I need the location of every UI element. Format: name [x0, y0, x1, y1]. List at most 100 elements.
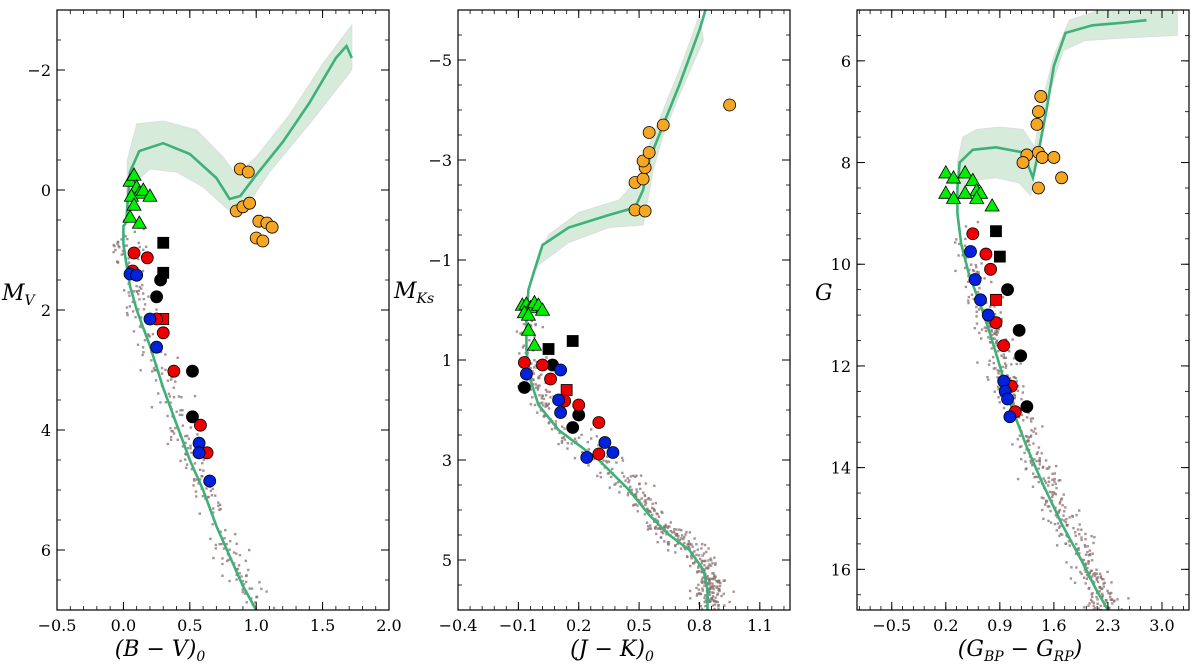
- field-star-dot: [643, 513, 646, 516]
- field-star-dot: [1011, 443, 1014, 446]
- field-star-dot: [610, 475, 613, 479]
- field-star-dot: [1103, 581, 1106, 585]
- blue-circles-marker: [520, 367, 533, 381]
- field-star-dot: [133, 230, 137, 233]
- field-star-dot: [688, 542, 691, 545]
- triangles-marker: [945, 169, 962, 184]
- field-star-dot: [134, 315, 137, 319]
- field-star-dot: [147, 334, 150, 337]
- x-tick-label: 2.0: [376, 616, 401, 635]
- field-star-dot: [703, 543, 707, 547]
- field-star-dot: [701, 587, 704, 590]
- field-star-dot: [1029, 417, 1033, 420]
- field-star-dot: [519, 332, 522, 335]
- red-squares-marker: [990, 293, 1002, 306]
- field-star-dot: [703, 584, 706, 587]
- field-star-dot: [668, 525, 671, 528]
- field-star-dot: [717, 603, 720, 607]
- field-star-dot: [544, 394, 548, 397]
- field-star-dot: [1092, 581, 1096, 584]
- field-star-dot: [678, 538, 682, 542]
- field-star-dot: [996, 331, 999, 334]
- field-star-dot: [211, 523, 214, 526]
- field-star-dot: [170, 430, 173, 433]
- field-star-dot: [700, 578, 704, 581]
- field-star-dot: [112, 250, 115, 254]
- blue-circles-marker: [143, 312, 157, 326]
- field-star-dot: [1001, 296, 1005, 299]
- field-star-dot: [704, 604, 707, 608]
- field-star-dot: [198, 478, 202, 481]
- blue-circles-marker: [1001, 392, 1014, 406]
- field-star-dot: [221, 574, 224, 577]
- field-star-dot: [1065, 524, 1069, 527]
- field-star-dot: [711, 599, 714, 602]
- field-star-dot: [976, 361, 979, 364]
- field-star-dot: [1116, 598, 1119, 601]
- field-star-dot: [1064, 542, 1067, 545]
- field-star-dot: [1018, 434, 1022, 437]
- field-star-dot: [184, 441, 187, 445]
- field-star-dot: [995, 344, 998, 347]
- field-star-dot: [550, 428, 554, 431]
- orange-circles-marker: [723, 98, 737, 112]
- field-star-dot: [673, 528, 676, 531]
- field-star-dot: [995, 341, 998, 345]
- field-star-dot: [996, 376, 999, 379]
- field-star-dot: [605, 461, 609, 464]
- field-star-dot: [1020, 445, 1023, 448]
- field-star-dot: [1068, 516, 1071, 519]
- field-star-dot: [254, 601, 257, 604]
- plot-area: [112, 23, 353, 610]
- field-star-dot: [718, 584, 722, 588]
- field-star-dot: [1079, 570, 1082, 574]
- field-star-dot: [255, 596, 258, 599]
- field-star-dot: [172, 395, 176, 399]
- field-star-dot: [1057, 479, 1060, 482]
- field-star-dot: [1070, 566, 1073, 569]
- field-star-dot: [217, 504, 220, 508]
- x-tick-label: −0.1: [499, 616, 538, 635]
- field-star-dot: [614, 482, 618, 485]
- field-star-dot: [957, 254, 960, 257]
- field-star-dot: [538, 394, 541, 397]
- field-star-dot: [1088, 549, 1091, 552]
- field-star-dot: [194, 490, 198, 493]
- field-star-dot: [142, 297, 146, 301]
- field-star-dot: [687, 540, 691, 543]
- field-star-dot: [656, 527, 660, 530]
- field-star-dot: [684, 533, 687, 536]
- field-star-dot: [1091, 552, 1094, 555]
- field-star-dot: [187, 437, 191, 440]
- field-star-dot: [1044, 459, 1048, 462]
- field-star-dot: [1007, 349, 1011, 353]
- field-star-dot: [715, 600, 718, 604]
- field-star-dot: [529, 366, 532, 370]
- field-star-dot: [695, 543, 698, 546]
- field-star-dot: [1075, 542, 1078, 546]
- field-star-dot: [124, 235, 127, 238]
- field-star-dot: [700, 580, 703, 584]
- field-star-dot: [1080, 538, 1083, 542]
- field-star-dot: [703, 596, 706, 600]
- field-star-dot: [560, 441, 564, 445]
- field-star-dot: [997, 387, 1000, 391]
- field-star-dot: [1100, 577, 1104, 581]
- field-star-dot: [1015, 380, 1018, 383]
- field-star-dot: [570, 442, 573, 445]
- blue-circles-marker: [203, 474, 217, 488]
- field-star-dot: [996, 349, 1000, 353]
- field-star-dot: [220, 542, 223, 546]
- field-star-dot: [705, 550, 708, 554]
- field-star-dot: [141, 269, 145, 273]
- field-star-dot: [1033, 458, 1036, 461]
- field-star-dot: [168, 395, 172, 398]
- field-star-dot: [1054, 464, 1058, 468]
- field-star-dot: [671, 531, 674, 534]
- field-star-dot: [1013, 396, 1016, 400]
- field-star-dot: [627, 481, 630, 484]
- field-star-dot: [1057, 510, 1060, 513]
- field-star-dot: [1024, 460, 1027, 463]
- field-star-dot: [1047, 476, 1050, 480]
- field-star-dot: [1030, 429, 1033, 432]
